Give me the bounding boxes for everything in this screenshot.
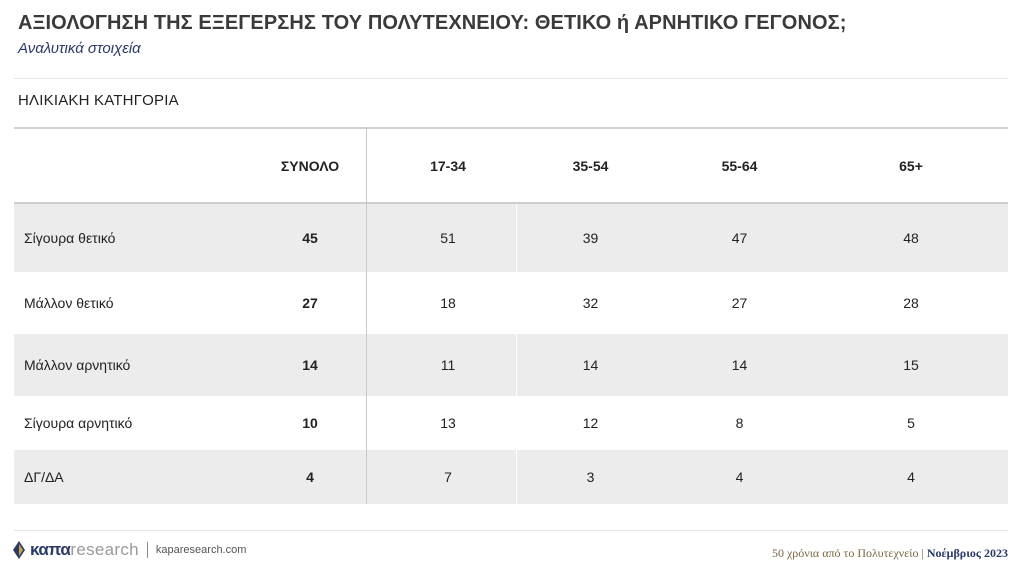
row-value: 51 xyxy=(440,230,456,246)
footer-caption: 50 χρόνια από το Πολυτεχνείο | Νοέμβριος 2… xyxy=(772,546,1008,561)
row-value: 14 xyxy=(582,357,599,373)
page-title: ΑΞΙΟΛΟΓΗΣΗ ΤΗΣ ΕΞΕΓΕΡΣΗΣ ΤΟΥ ΠΟΛΥΤΕΧΝΕΙΟ… xyxy=(18,12,847,34)
header-cell-total: ΣΥΝΟΛΟ xyxy=(280,157,340,174)
logo-separator xyxy=(146,542,148,558)
brand-research: research xyxy=(70,540,139,559)
row-value: 3 xyxy=(586,469,595,485)
bottom-divider xyxy=(14,530,1008,531)
row-value: 39 xyxy=(582,230,599,246)
header-cell-35-54: 35-54 xyxy=(572,157,609,174)
row-label: ΔΓ/ΔΑ xyxy=(24,469,64,485)
results-table: ΣΥΝΟΛΟ 17-34 35-54 55-64 65+ Σίγουρα θετ… xyxy=(14,127,1008,504)
header-cell-label xyxy=(14,129,240,202)
table-row: Μάλλον αρνητικό 14 11 14 14 15 xyxy=(14,334,1008,396)
row-value: 8 xyxy=(735,415,744,431)
row-value: 28 xyxy=(903,295,919,311)
row-value: 4 xyxy=(907,469,915,485)
row-total: 10 xyxy=(302,415,318,431)
footer-survey-title: 50 χρόνια από το Πολυτεχνείο xyxy=(771,546,919,560)
table-row: Μάλλον θετικό 27 18 32 27 28 xyxy=(14,272,1008,334)
row-value: 18 xyxy=(440,295,456,311)
row-value: 32 xyxy=(582,295,599,311)
row-label: Σίγουρα θετικό xyxy=(24,230,116,246)
row-value: 5 xyxy=(907,415,915,431)
row-total: 4 xyxy=(306,469,314,485)
row-value: 14 xyxy=(731,357,748,373)
row-total: 27 xyxy=(302,295,318,311)
table-header-row: ΣΥΝΟΛΟ 17-34 35-54 55-64 65+ xyxy=(14,127,1008,204)
row-value: 12 xyxy=(582,415,599,431)
row-total: 45 xyxy=(302,230,318,246)
header-cell-65plus: 65+ xyxy=(899,157,923,174)
header-cell-17-34: 17-34 xyxy=(430,157,466,174)
row-value: 11 xyxy=(440,357,456,373)
row-total: 14 xyxy=(302,357,318,373)
row-value: 13 xyxy=(440,415,456,431)
kapa-research-logo: καπα research kaparesearch.com xyxy=(12,539,246,561)
table-row: Σίγουρα αρνητικό 10 13 12 8 5 xyxy=(14,396,1008,450)
section-label: ΗΛΙΚΙΑΚΗ ΚΑΤΗΓΟΡΙΑ xyxy=(18,92,179,109)
website-url: kaparesearch.com xyxy=(155,544,247,556)
table-row: ΔΓ/ΔΑ 4 7 3 4 4 xyxy=(14,450,1008,504)
row-value: 48 xyxy=(903,230,919,246)
row-value: 47 xyxy=(731,230,748,246)
footer-date: Νοέμβριος 2023 xyxy=(926,546,1008,560)
kapa-logo-icon xyxy=(13,541,25,559)
table-row: Σίγουρα θετικό 45 51 39 47 48 xyxy=(14,204,1008,272)
page-subtitle: Αναλυτικά στοιχεία xyxy=(18,40,141,57)
row-value: 4 xyxy=(735,469,744,485)
row-value: 27 xyxy=(731,295,748,311)
row-label: Μάλλον αρνητικό xyxy=(24,357,131,373)
total-column-divider xyxy=(366,127,367,504)
row-value: 15 xyxy=(903,357,919,373)
row-label: Μάλλον θετικό xyxy=(24,295,114,311)
column-divider xyxy=(516,204,517,504)
footer-separator: | xyxy=(921,546,924,560)
top-divider xyxy=(14,78,1008,79)
brand-kapa: καπα xyxy=(30,540,71,559)
row-label: Σίγουρα αρνητικό xyxy=(24,415,133,431)
header-cell-55-64: 55-64 xyxy=(721,157,758,174)
row-value: 7 xyxy=(444,469,452,485)
